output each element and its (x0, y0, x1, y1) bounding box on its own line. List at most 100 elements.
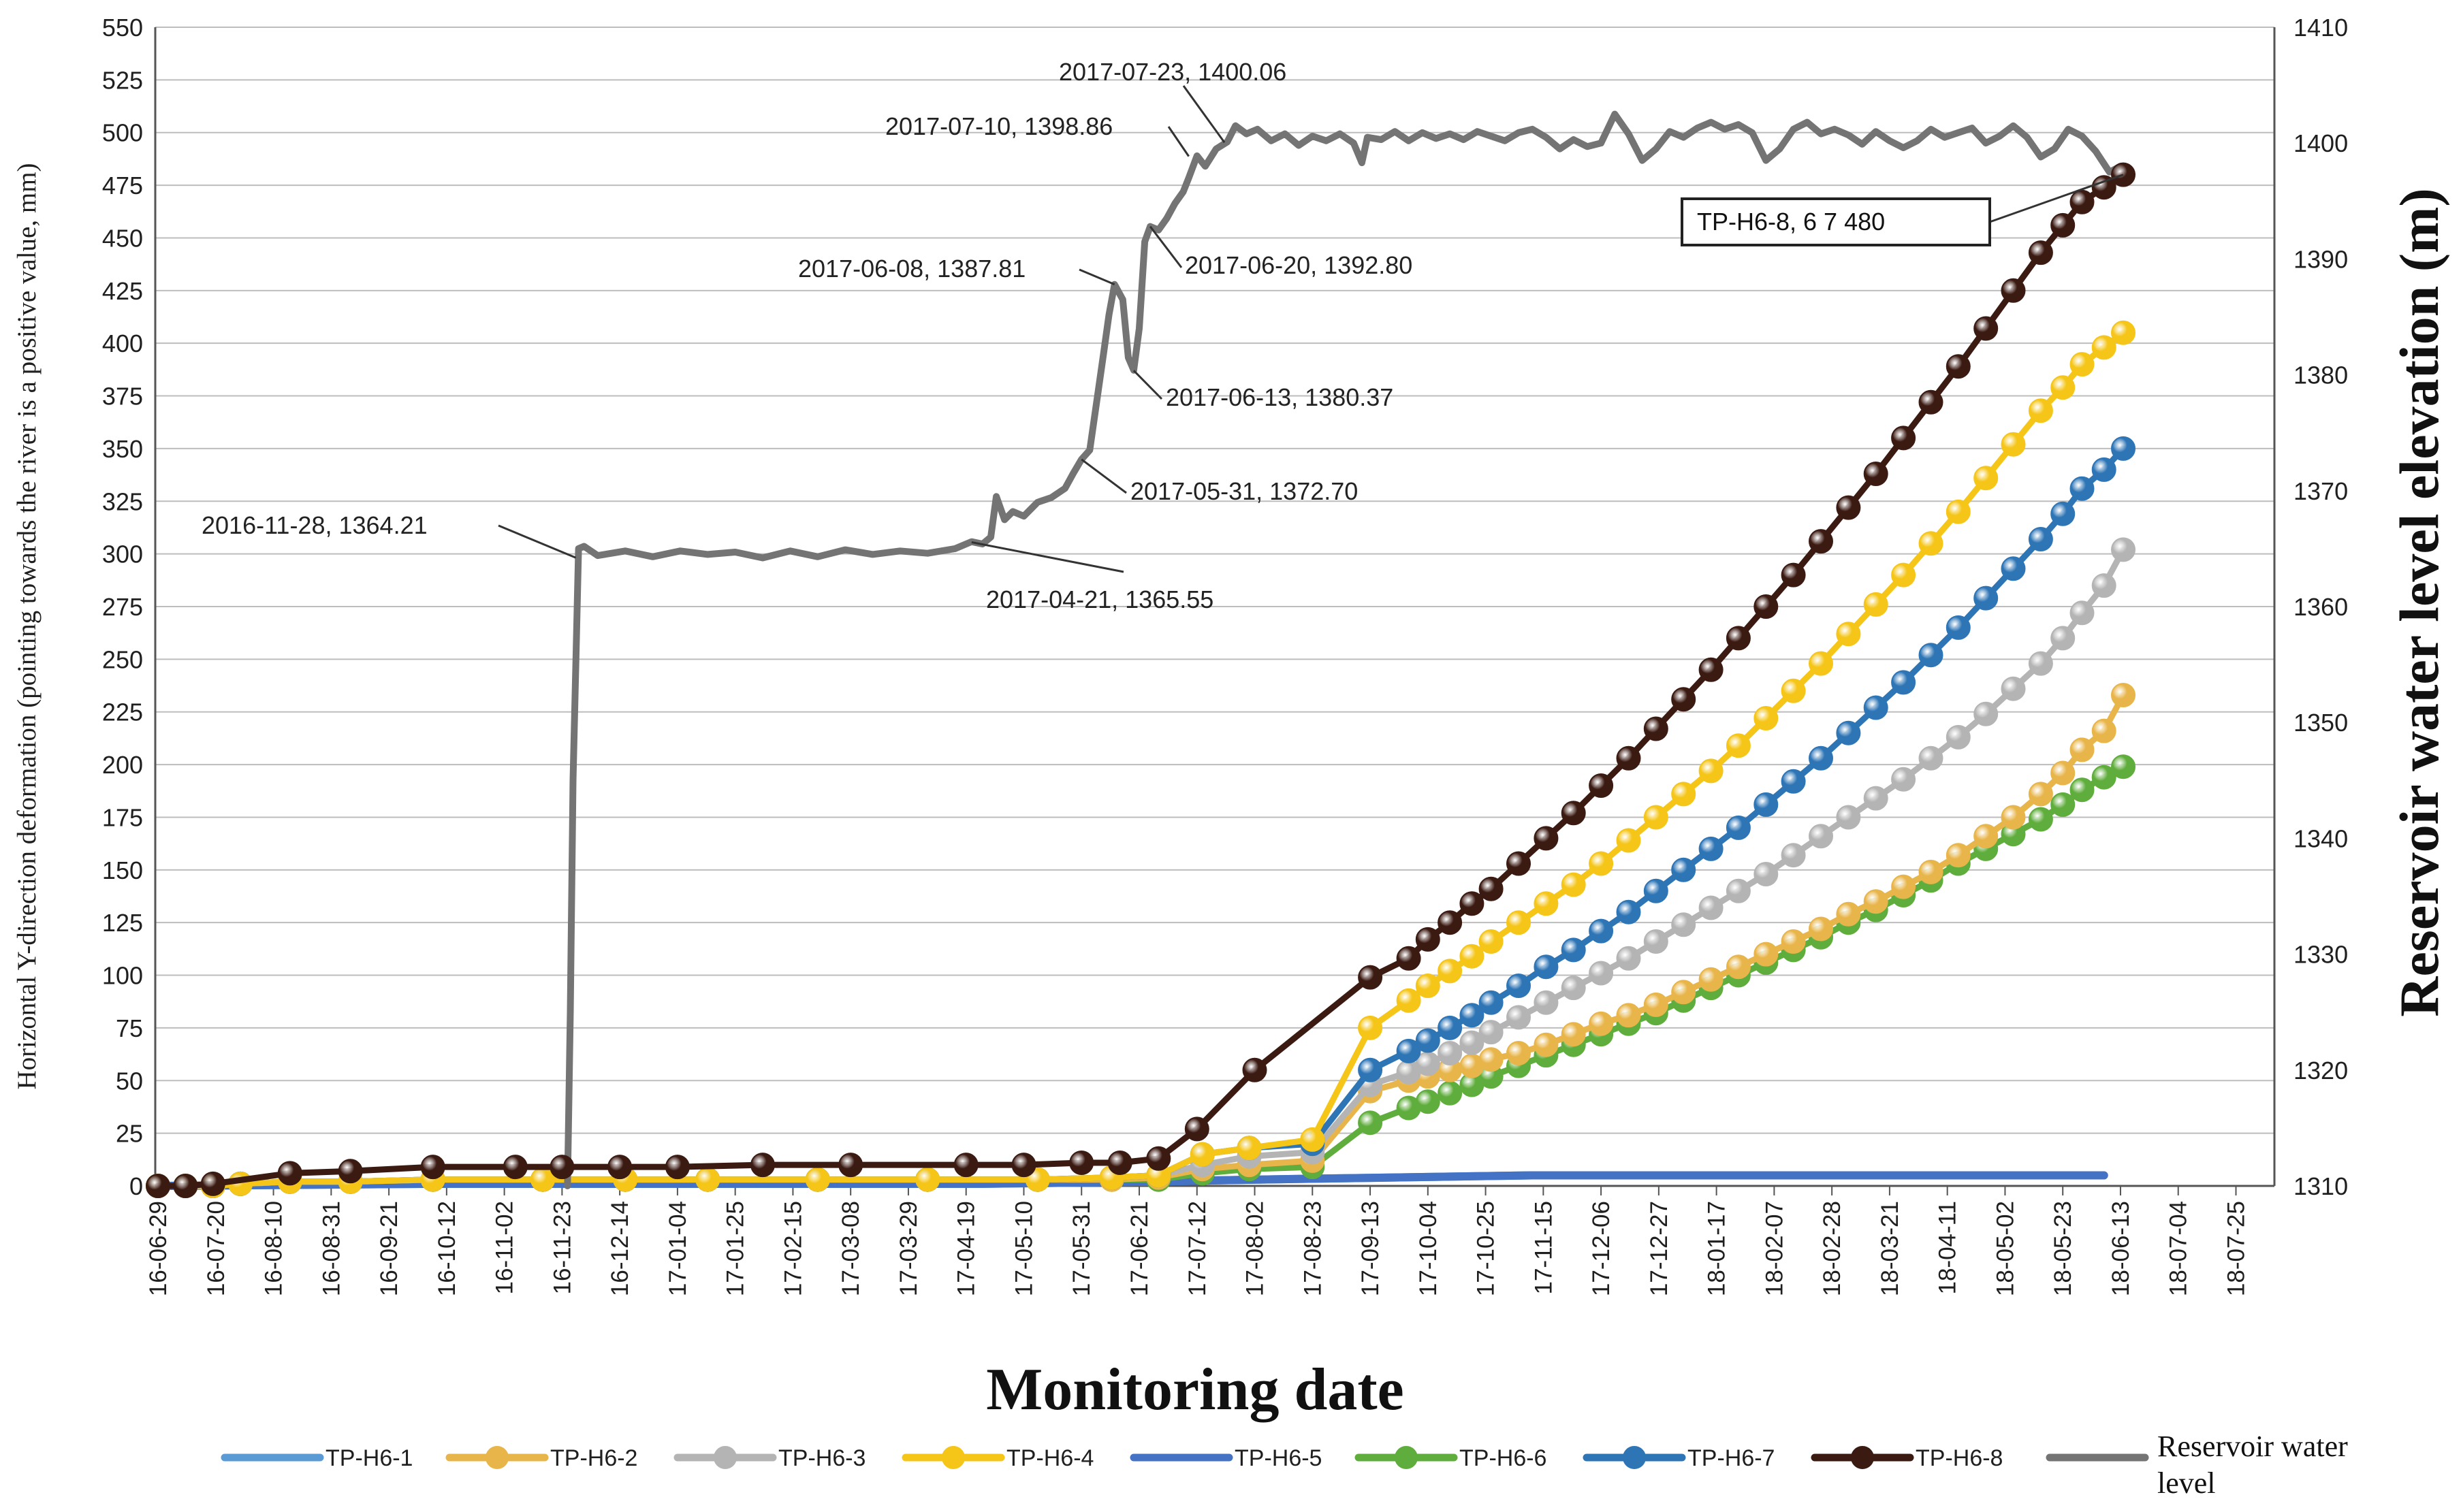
data-point (1396, 1038, 1421, 1063)
data-point (1726, 954, 1751, 980)
x-tick-label: 17-08-23 (1299, 1201, 1326, 1296)
data-point (1534, 954, 1559, 980)
data-point (1459, 944, 1484, 969)
data-point (1946, 615, 1971, 640)
data-point (2091, 335, 2116, 360)
annotation-label: 2017-06-13, 1380.37 (1166, 383, 1393, 411)
data-point (2050, 375, 2076, 400)
left-tick-label: 275 (102, 593, 143, 621)
data-point (1069, 1151, 1094, 1175)
annotation-leader (971, 541, 1124, 573)
x-tick-label: 17-02-15 (780, 1201, 806, 1296)
data-point (1836, 805, 1861, 830)
data-point (1534, 891, 1559, 916)
callout: TP-H6-8, 6 7 480 (1681, 174, 2124, 246)
x-tick-label: 17-01-25 (723, 1201, 749, 1296)
right-tick-label: 1320 (2293, 1057, 2348, 1084)
annotation: 2017-07-10, 1398.86 (885, 112, 1190, 157)
x-tick-label: 17-01-04 (665, 1201, 691, 1296)
data-point (1671, 782, 1696, 807)
right-axis-label: Reservoir water level elevation (m) (2388, 188, 2450, 1016)
x-tick-label: 16-11-02 (492, 1201, 518, 1295)
data-point (2028, 398, 2053, 423)
x-tick-label: 17-12-06 (1588, 1201, 1615, 1296)
data-point (1726, 626, 1751, 651)
data-point (1478, 1047, 1504, 1072)
right-tick-label: 1380 (2293, 361, 2348, 389)
data-point (1242, 1057, 1267, 1082)
series-reservoir-water-level (564, 110, 2124, 1189)
left-tick-label: 300 (102, 541, 143, 568)
data-point (1643, 878, 1668, 903)
legend-label: Reservoir water (2157, 1430, 2348, 1463)
x-tick-label: 18-02-28 (1819, 1201, 1845, 1296)
data-point (1300, 1127, 1325, 1152)
annotation-leader (1079, 268, 1115, 286)
annotation-layer: 2017-07-23, 1400.06 2017-07-10, 1398.86 20… (202, 58, 2124, 613)
data-point (1561, 937, 1586, 963)
data-point (1506, 1041, 1531, 1065)
data-point (1616, 899, 1641, 924)
x-tick-label: 16-07-20 (203, 1201, 229, 1296)
left-tick-label: 325 (102, 487, 143, 515)
data-point (1753, 862, 1779, 886)
data-point (2050, 501, 2076, 526)
annotation-label: 2017-07-23, 1400.06 (1059, 58, 1286, 86)
annotation-leader (1132, 370, 1163, 400)
data-point (1506, 851, 1531, 876)
data-point (1459, 891, 1484, 916)
data-point (550, 1155, 575, 1180)
left-tick-label: 150 (102, 856, 143, 884)
data-point (1753, 792, 1779, 817)
data-point (915, 1167, 940, 1192)
legend-item: TP-H6-5 (1130, 1445, 1322, 1471)
x-tick-label: 17-05-31 (1068, 1201, 1095, 1296)
annotation-leader (498, 524, 577, 559)
data-point (2091, 765, 2116, 790)
legend-label: TP-H6-6 (1459, 1445, 1546, 1471)
data-point (665, 1155, 690, 1180)
x-tick-label: 18-01-17 (1704, 1201, 1730, 1296)
data-point (2001, 676, 2026, 701)
data-point (2111, 754, 2135, 779)
data-point (338, 1159, 363, 1184)
data-point (1589, 918, 1614, 944)
legend-label: TP-H6-4 (1006, 1445, 1094, 1471)
legend-label: TP-H6-8 (1916, 1445, 2003, 1471)
left-tick-label: 525 (102, 66, 143, 94)
data-point (2069, 600, 2095, 626)
legend-label: TP-H6-2 (550, 1445, 637, 1471)
data-point (1011, 1153, 1036, 1178)
x-tick-label: 17-10-25 (1473, 1201, 1499, 1296)
x-tick-label: 17-03-08 (838, 1201, 864, 1296)
left-tick-label: 350 (102, 435, 143, 463)
x-tick-label: 17-08-02 (1242, 1201, 1269, 1296)
gridlines (155, 27, 2274, 1187)
left-tick-label: 200 (102, 751, 143, 779)
data-point (1671, 857, 1696, 882)
annotation: 2017-04-21, 1365.55 (971, 541, 1213, 613)
data-point (1698, 657, 1724, 682)
data-point (1946, 354, 1971, 379)
data-point (2001, 556, 2026, 581)
annotation-label: 2017-06-08, 1387.81 (798, 255, 1026, 283)
data-point (1753, 706, 1779, 730)
data-point (2050, 760, 2076, 786)
left-tick-label: 425 (102, 277, 143, 305)
data-point (2069, 352, 2095, 377)
left-tick-label: 75 (116, 1014, 143, 1042)
callout-label: TP-H6-8, 6 7 480 (1697, 208, 1885, 236)
annotation-label: 2017-06-20, 1392.80 (1185, 251, 1412, 279)
data-point (1438, 1080, 1463, 1106)
data-point (146, 1174, 170, 1198)
legend-label: TP-H6-1 (326, 1445, 413, 1471)
right-tick-label: 1370 (2293, 477, 2348, 505)
data-point (1561, 872, 1586, 897)
x-tick-label: 18-07-25 (2223, 1201, 2249, 1296)
data-point (1438, 959, 1463, 984)
annotation: 2016-11-28, 1364.21 (202, 511, 577, 559)
x-tick-label: 17-03-29 (895, 1201, 922, 1296)
left-tick-label: 450 (102, 224, 143, 252)
data-point (1753, 594, 1779, 619)
left-tick-label: 475 (102, 172, 143, 199)
